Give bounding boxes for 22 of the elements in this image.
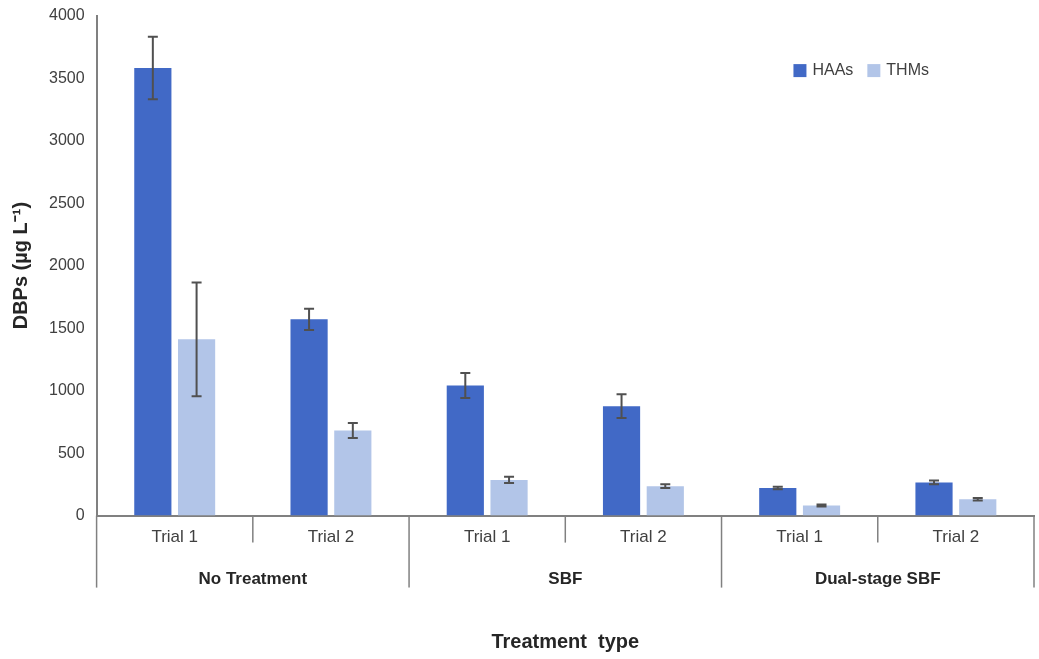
- x-axis-title: Treatment type: [491, 629, 640, 652]
- y-tick-label: 1000: [49, 381, 85, 399]
- y-axis-title: DBPs (µg L⁻¹): [8, 201, 31, 330]
- x-tick-label: Trial 2: [307, 527, 355, 547]
- y-tick-label: 0: [75, 506, 85, 524]
- x-tick-label: Trial 2: [932, 527, 980, 547]
- y-tick-label: 2000: [49, 256, 85, 274]
- y-tick-label: 2500: [49, 193, 85, 211]
- x-tick-label: Trial 1: [151, 527, 199, 547]
- text: No Treatment: [198, 569, 308, 589]
- text: SBF: [548, 569, 583, 589]
- x-tick-label: Trial 1: [776, 527, 823, 547]
- y-tick-label: 1500: [49, 318, 85, 336]
- legend-label: HAAs: [812, 61, 854, 79]
- x-tick-label: Trial 1: [463, 527, 511, 547]
- y-tick-label: 3500: [49, 68, 85, 86]
- y-tick-label: 3000: [49, 131, 85, 149]
- x-tick-label: Trial 2: [620, 527, 667, 547]
- y-tick-label: 4000: [49, 6, 85, 24]
- y-tick-label: 500: [57, 443, 85, 461]
- legend-label: THMs: [886, 61, 929, 79]
- text: Dual-stage SBF: [814, 569, 941, 589]
